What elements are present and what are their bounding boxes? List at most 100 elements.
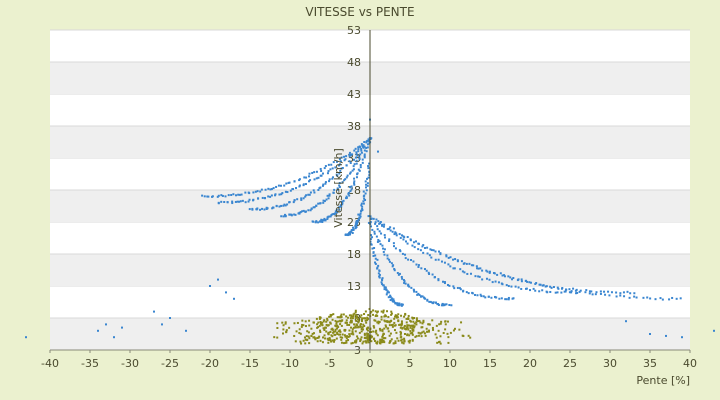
blue-data-point bbox=[444, 303, 447, 306]
blue-data-point bbox=[389, 294, 392, 297]
blue-data-point bbox=[348, 155, 351, 158]
blue-data-point bbox=[398, 304, 401, 307]
olive-data-point bbox=[391, 323, 394, 326]
blue-data-point bbox=[377, 238, 380, 241]
blue-data-point bbox=[642, 296, 645, 299]
blue-data-point bbox=[303, 176, 306, 179]
blue-data-point bbox=[221, 194, 224, 197]
blue-data-point bbox=[491, 281, 494, 284]
blue-data-point bbox=[288, 201, 291, 204]
blue-data-point bbox=[622, 291, 625, 294]
blue-data-point bbox=[535, 281, 538, 284]
blue-data-point bbox=[401, 277, 404, 280]
blue-data-point bbox=[585, 289, 588, 292]
olive-data-point bbox=[411, 339, 414, 342]
blue-data-point bbox=[284, 214, 287, 217]
olive-data-point bbox=[316, 340, 319, 343]
blue-data-point bbox=[248, 198, 251, 201]
x-tick-label: 30 bbox=[603, 357, 617, 370]
blue-data-point bbox=[503, 274, 506, 277]
blue-data-point bbox=[330, 163, 333, 166]
blue-data-point bbox=[244, 201, 247, 204]
olive-data-point bbox=[427, 329, 430, 332]
blue-data-point bbox=[347, 191, 350, 194]
blue-data-point bbox=[274, 194, 277, 197]
blue-data-point bbox=[437, 279, 440, 282]
olive-data-point bbox=[296, 321, 299, 324]
olive-data-point bbox=[370, 330, 373, 333]
blue-data-point bbox=[320, 169, 323, 172]
blue-data-point bbox=[385, 293, 388, 296]
olive-data-point bbox=[435, 336, 438, 339]
blue-data-point bbox=[322, 199, 325, 202]
olive-data-point bbox=[338, 316, 341, 319]
blue-data-point bbox=[292, 201, 295, 204]
olive-data-point bbox=[380, 341, 383, 344]
blue-data-point bbox=[487, 295, 490, 298]
blue-data-point bbox=[304, 183, 307, 186]
olive-data-point bbox=[319, 321, 322, 324]
blue-data-point bbox=[391, 265, 394, 268]
olive-data-point bbox=[372, 309, 375, 312]
blue-data-point bbox=[387, 291, 390, 294]
blue-data-point bbox=[369, 221, 372, 224]
blue-data-point bbox=[328, 180, 331, 183]
blue-data-point bbox=[608, 294, 611, 297]
blue-data-point bbox=[345, 233, 348, 236]
blue-data-point bbox=[629, 292, 632, 295]
blue-data-point bbox=[381, 279, 384, 282]
olive-data-point bbox=[332, 330, 335, 333]
blue-data-point bbox=[267, 195, 270, 198]
olive-data-point bbox=[413, 316, 416, 319]
blue-data-point bbox=[432, 301, 435, 304]
blue-data-point bbox=[320, 218, 323, 221]
blue-data-point bbox=[256, 207, 259, 210]
olive-data-point bbox=[447, 341, 450, 344]
blue-data-point bbox=[349, 162, 352, 165]
blue-data-point bbox=[437, 304, 440, 307]
blue-data-point bbox=[345, 195, 348, 198]
blue-data-point bbox=[331, 213, 334, 216]
olive-data-point bbox=[380, 310, 383, 313]
olive-data-point bbox=[300, 342, 303, 345]
blue-data-point bbox=[343, 159, 346, 162]
olive-data-point bbox=[384, 314, 387, 317]
olive-data-point bbox=[412, 320, 415, 323]
olive-data-point bbox=[347, 339, 350, 342]
blue-data-point bbox=[341, 167, 344, 170]
olive-data-point bbox=[316, 326, 319, 329]
blue-data-point bbox=[357, 148, 360, 151]
olive-data-point bbox=[411, 333, 414, 336]
olive-data-point bbox=[390, 338, 393, 341]
olive-data-point bbox=[442, 331, 445, 334]
blue-data-point bbox=[503, 275, 506, 278]
olive-data-point bbox=[321, 324, 324, 327]
blue-data-point bbox=[413, 289, 416, 292]
blue-data-point bbox=[394, 231, 397, 234]
blue-data-point bbox=[649, 333, 651, 335]
blue-data-point bbox=[105, 323, 107, 326]
blue-data-point bbox=[588, 290, 591, 293]
olive-data-point bbox=[394, 342, 397, 345]
olive-data-point bbox=[368, 336, 371, 339]
blue-data-point bbox=[481, 269, 484, 272]
blue-data-point bbox=[411, 244, 414, 247]
blue-data-point bbox=[357, 213, 360, 216]
olive-data-point bbox=[458, 328, 461, 331]
blue-data-point bbox=[363, 149, 366, 152]
blue-data-point bbox=[397, 304, 400, 307]
blue-data-point bbox=[345, 176, 348, 179]
olive-data-point bbox=[310, 327, 313, 330]
olive-data-point bbox=[293, 322, 296, 325]
blue-data-point bbox=[355, 221, 358, 224]
blue-data-point bbox=[368, 162, 371, 165]
blue-data-point bbox=[362, 144, 365, 147]
olive-data-point bbox=[356, 335, 359, 338]
olive-data-point bbox=[354, 326, 357, 329]
blue-data-point bbox=[546, 291, 549, 294]
olive-data-point bbox=[379, 342, 382, 345]
blue-data-point bbox=[223, 201, 226, 204]
blue-data-point bbox=[398, 272, 401, 275]
blue-data-point bbox=[338, 182, 341, 185]
blue-data-point bbox=[626, 290, 629, 293]
